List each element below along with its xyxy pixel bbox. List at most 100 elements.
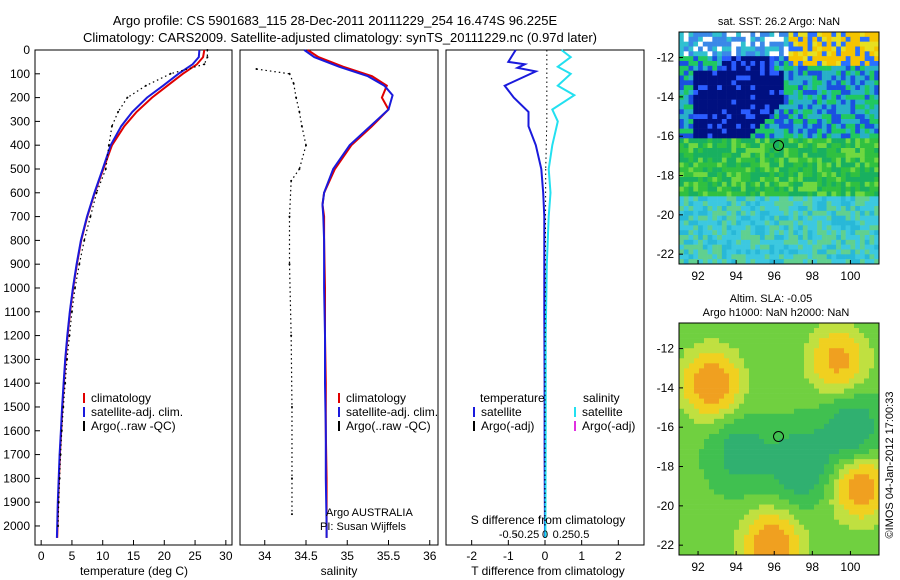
sla-cell xyxy=(814,403,820,410)
sst-cell xyxy=(788,177,794,183)
sla-cell xyxy=(774,469,780,475)
sla-cell xyxy=(719,514,725,520)
sst-cell xyxy=(755,61,761,67)
sst-cell xyxy=(831,225,837,231)
sst-cell xyxy=(869,162,875,168)
sst-cell xyxy=(831,143,837,149)
sla-cell xyxy=(699,403,705,410)
sst-cell xyxy=(826,90,832,96)
sst-cell xyxy=(750,41,756,47)
sla-cell xyxy=(794,353,800,359)
sst-cell xyxy=(845,104,851,110)
sst-cell xyxy=(874,114,880,120)
sst-cell xyxy=(802,114,808,120)
sla-cell xyxy=(749,373,755,379)
sst-cell xyxy=(821,162,827,168)
sla-cell xyxy=(794,348,800,354)
sla-cell xyxy=(854,418,860,425)
sst-cell xyxy=(717,186,723,192)
sst-cell xyxy=(750,172,756,178)
sst-cell xyxy=(845,172,851,178)
sla-cell xyxy=(714,479,720,485)
sst-cell xyxy=(702,133,708,139)
sla-cell xyxy=(874,368,880,374)
sst-cell xyxy=(707,259,713,265)
sst-cell xyxy=(783,235,789,241)
sst-cell xyxy=(802,225,808,231)
sla-cell xyxy=(769,423,775,430)
sst-cell xyxy=(764,70,770,76)
sst-cell xyxy=(726,119,732,125)
sst-cell xyxy=(869,244,875,250)
sst-cell xyxy=(717,61,723,67)
sst-cell xyxy=(712,249,718,255)
sla-cell xyxy=(774,474,780,480)
sst-cell xyxy=(855,94,861,100)
sla-cell xyxy=(754,413,760,420)
sst-cell xyxy=(831,167,837,173)
sla-cell xyxy=(839,489,845,495)
sst-cell xyxy=(812,225,818,231)
sst-cell xyxy=(740,254,746,260)
sst-cell xyxy=(783,259,789,265)
sst-cell xyxy=(817,32,823,38)
sst-cell xyxy=(831,230,837,236)
sla-cell xyxy=(849,428,855,435)
sst-cell xyxy=(702,152,708,158)
sla-cell xyxy=(764,539,770,546)
sst-cell xyxy=(740,99,746,105)
sla-cell xyxy=(719,439,725,445)
sst-cell xyxy=(802,239,808,245)
sla-cell xyxy=(724,489,730,495)
sst-cell xyxy=(707,186,713,192)
sst-cell xyxy=(683,239,689,245)
sla-cell xyxy=(804,479,810,485)
sst-cell xyxy=(859,75,866,81)
sst-cell xyxy=(721,46,727,52)
sla-cell xyxy=(859,338,865,344)
sla-cell xyxy=(719,383,725,389)
sla-cell xyxy=(854,529,860,536)
sst-cell xyxy=(745,210,751,216)
map-ytick-label: -20 xyxy=(657,208,675,222)
sst-cell xyxy=(759,104,766,110)
sla-cell xyxy=(734,388,740,394)
sst-cell xyxy=(807,230,813,236)
map-ytick-label: -12 xyxy=(657,342,675,356)
sst-cell xyxy=(679,70,685,76)
sla-cell xyxy=(834,338,840,344)
sst-cell xyxy=(840,148,846,154)
sst-cell xyxy=(717,90,723,96)
sst-cell xyxy=(859,85,866,91)
sst-cell xyxy=(812,104,818,110)
sla-cell xyxy=(869,494,875,500)
sla-cell xyxy=(679,479,685,485)
sst-cell xyxy=(759,56,766,62)
sla-cell xyxy=(704,509,710,515)
sla-cell xyxy=(869,519,875,526)
sla-cell xyxy=(849,378,855,384)
sla-cell xyxy=(759,459,765,465)
sst-cell xyxy=(874,225,880,231)
sla-cell xyxy=(759,539,765,546)
sst-cell xyxy=(855,254,861,260)
sla-cell xyxy=(724,464,730,470)
sla-cell xyxy=(779,479,785,485)
sla-cell xyxy=(864,549,870,556)
sst-cell xyxy=(845,56,851,62)
sst-cell xyxy=(826,191,832,197)
sla-cell xyxy=(774,363,780,369)
sst-cell xyxy=(679,36,685,42)
sla-cell xyxy=(839,444,845,450)
sla-cell xyxy=(864,494,870,500)
sla-cell xyxy=(864,439,870,445)
sla-cell xyxy=(739,449,745,455)
sla-cell xyxy=(684,519,690,526)
sla-cell xyxy=(864,333,870,339)
sst-cell xyxy=(874,157,880,163)
sla-cell xyxy=(824,388,830,394)
sst-cell xyxy=(683,65,689,71)
sla-cell xyxy=(724,509,730,515)
sst-cell xyxy=(721,215,727,221)
sst-cell xyxy=(745,177,751,183)
